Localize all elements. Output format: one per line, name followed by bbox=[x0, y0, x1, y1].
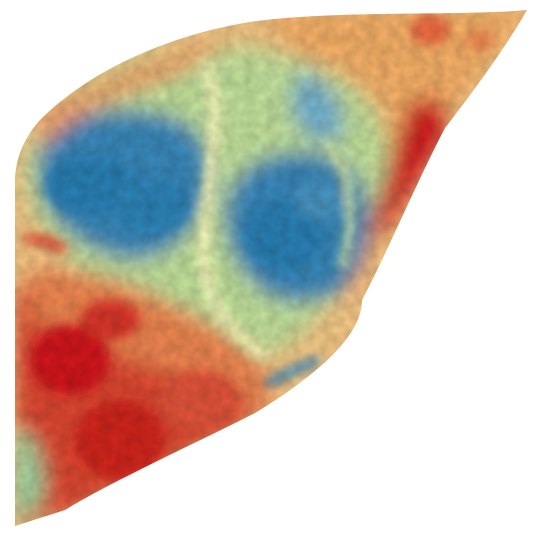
raster-map bbox=[15, 10, 527, 526]
raster-layer bbox=[15, 10, 527, 526]
map-viewport[interactable] bbox=[0, 0, 539, 542]
raster-grain bbox=[15, 10, 527, 526]
